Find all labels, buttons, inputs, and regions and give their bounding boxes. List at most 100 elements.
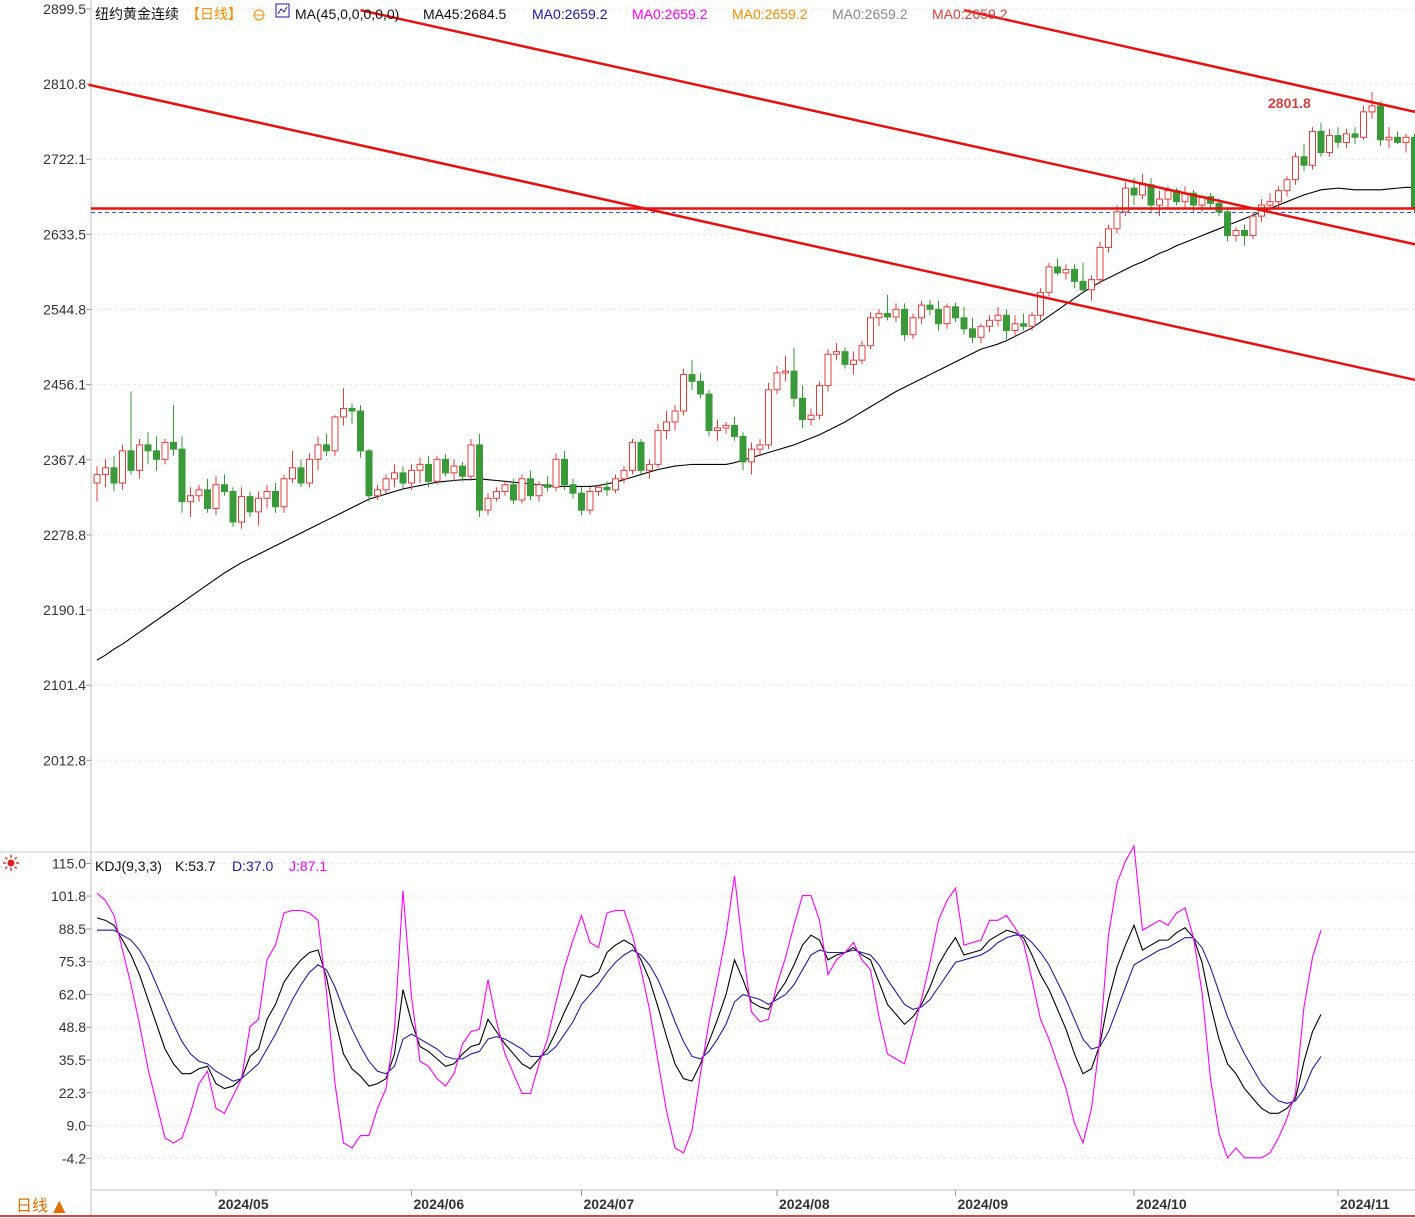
candle-body-up — [1122, 187, 1129, 213]
candle-body-down — [357, 410, 364, 452]
candle-body-up — [382, 478, 390, 491]
ma45-line-layer — [96, 186, 1415, 661]
kdj-d-line — [97, 929, 1322, 1104]
candle-body-down — [144, 444, 152, 452]
candle-body-up — [816, 385, 823, 416]
candle-body-up — [1096, 246, 1104, 281]
price-axis-ticks: 2899.5 2810.8 2722.1 2633.5 2544.8 2456.1 2367… — [43, 1, 91, 768]
candle-body-up — [1045, 266, 1053, 293]
candle-body-up — [314, 444, 322, 460]
time-tick-label: 2024/11 — [1340, 1196, 1390, 1212]
candle-body-up — [1088, 279, 1095, 291]
candle-body-down — [1054, 266, 1061, 274]
candle-body-up — [1385, 136, 1393, 141]
period-selector-button[interactable]: 日线 ▲ — [16, 1196, 66, 1215]
candle-body-down — [603, 486, 611, 491]
candle-body-up — [1164, 190, 1172, 200]
kdj-tick-label: 75.3 — [59, 954, 86, 970]
candle-body-down — [1020, 323, 1027, 327]
kdj-params: KDJ(9,3,3) — [95, 858, 162, 874]
candle-body-down — [527, 478, 534, 497]
candle-body-up — [1139, 184, 1146, 196]
candle-body-down — [1334, 135, 1342, 143]
candle-body-up — [195, 489, 203, 497]
price-tick-label: 2899.5 — [43, 1, 86, 17]
kdj-j-value: J:87.1 — [289, 858, 327, 874]
sun-icon[interactable] — [2, 854, 20, 872]
candle-body-up — [493, 491, 500, 499]
candle-body-up — [586, 491, 594, 511]
candle-body-up — [102, 467, 109, 476]
candle-body-down — [229, 491, 237, 523]
price-tick-label: 2190.1 — [43, 602, 86, 618]
trendline — [360, 8, 1415, 246]
kdj-tick-label: 101.8 — [51, 888, 86, 904]
trendlines-layer[interactable] — [88, 8, 1415, 395]
candle-body-down — [569, 484, 577, 494]
candle-body-down — [1377, 105, 1384, 141]
candle-body-down — [926, 304, 934, 310]
candle-body-down — [297, 467, 305, 484]
ma0-value-red: MA0:2659.2 — [932, 6, 1008, 22]
ma0-value-gray: MA0:2659.2 — [832, 6, 908, 22]
kdj-j-line — [96, 844, 1322, 1159]
candle-body-up — [1105, 228, 1112, 248]
candle-body-down — [1351, 133, 1359, 138]
target-icon[interactable] — [253, 9, 265, 21]
candle-body-down — [127, 450, 135, 471]
candle-body-down — [1317, 130, 1325, 154]
candle-body-up — [1292, 156, 1299, 181]
candle-body-down — [1394, 136, 1401, 143]
candle-body-up — [977, 325, 985, 338]
candle-body-down — [884, 313, 891, 318]
kdj-tick-label: 115.0 — [52, 855, 86, 871]
candle-body-up — [306, 458, 313, 484]
candle-body-down — [578, 492, 585, 511]
trendline — [88, 83, 1415, 382]
candle-body-up — [1360, 111, 1367, 138]
candle-body-up — [1232, 229, 1240, 237]
time-tick-label: 2024/06 — [414, 1196, 465, 1212]
candle-body-up — [722, 424, 730, 429]
candle-body-up — [450, 465, 458, 474]
candle-body-up — [918, 304, 925, 319]
candle-body-up — [518, 478, 526, 501]
candle-body-down — [561, 458, 568, 486]
candle-body-up — [416, 463, 424, 471]
candle-body-up — [1402, 136, 1410, 143]
candle-body-down — [170, 441, 177, 450]
candle-body-up — [824, 353, 832, 387]
candle-body-up — [858, 345, 866, 361]
peak-price-label: 2801.8 — [1268, 95, 1311, 111]
candle-body-up — [994, 314, 1002, 321]
candle-chart-icon[interactable] — [275, 3, 290, 18]
ma-params: MA(45,0,0,0,0,0) — [295, 6, 399, 22]
price-tick-label: 2633.5 — [43, 226, 86, 242]
candle-body-up — [1326, 135, 1333, 154]
candle-body-down — [841, 351, 849, 365]
candle-body-down — [1241, 229, 1248, 237]
kdj-tick-label: 9.0 — [67, 1118, 87, 1134]
candle-body-up — [620, 469, 628, 480]
kdj-d-value: D:37.0 — [232, 858, 273, 874]
candle-body-up — [1275, 190, 1282, 203]
price-tick-label: 2810.8 — [43, 76, 86, 92]
candle-body-up — [289, 467, 296, 480]
candle-body-down — [1130, 187, 1138, 196]
candle-body-down — [476, 444, 483, 511]
candle-body-down — [935, 308, 942, 325]
candle-body-up — [340, 407, 347, 418]
candle-body-up — [467, 444, 475, 477]
candle-body-up — [680, 374, 687, 412]
kdj-tick-label: -4.2 — [62, 1150, 86, 1166]
candle-body-up — [892, 308, 900, 318]
candle-body-down — [1190, 192, 1197, 206]
candle-body-up — [807, 414, 815, 420]
price-tick-label: 2544.8 — [43, 301, 86, 317]
candle-body-up — [552, 458, 560, 488]
price-tick-label: 2367.4 — [43, 452, 86, 468]
candle-body-down — [246, 496, 254, 513]
candle-body-up — [867, 317, 874, 347]
candle-body-down — [425, 463, 432, 482]
kdj-tick-label: 22.3 — [59, 1085, 86, 1101]
